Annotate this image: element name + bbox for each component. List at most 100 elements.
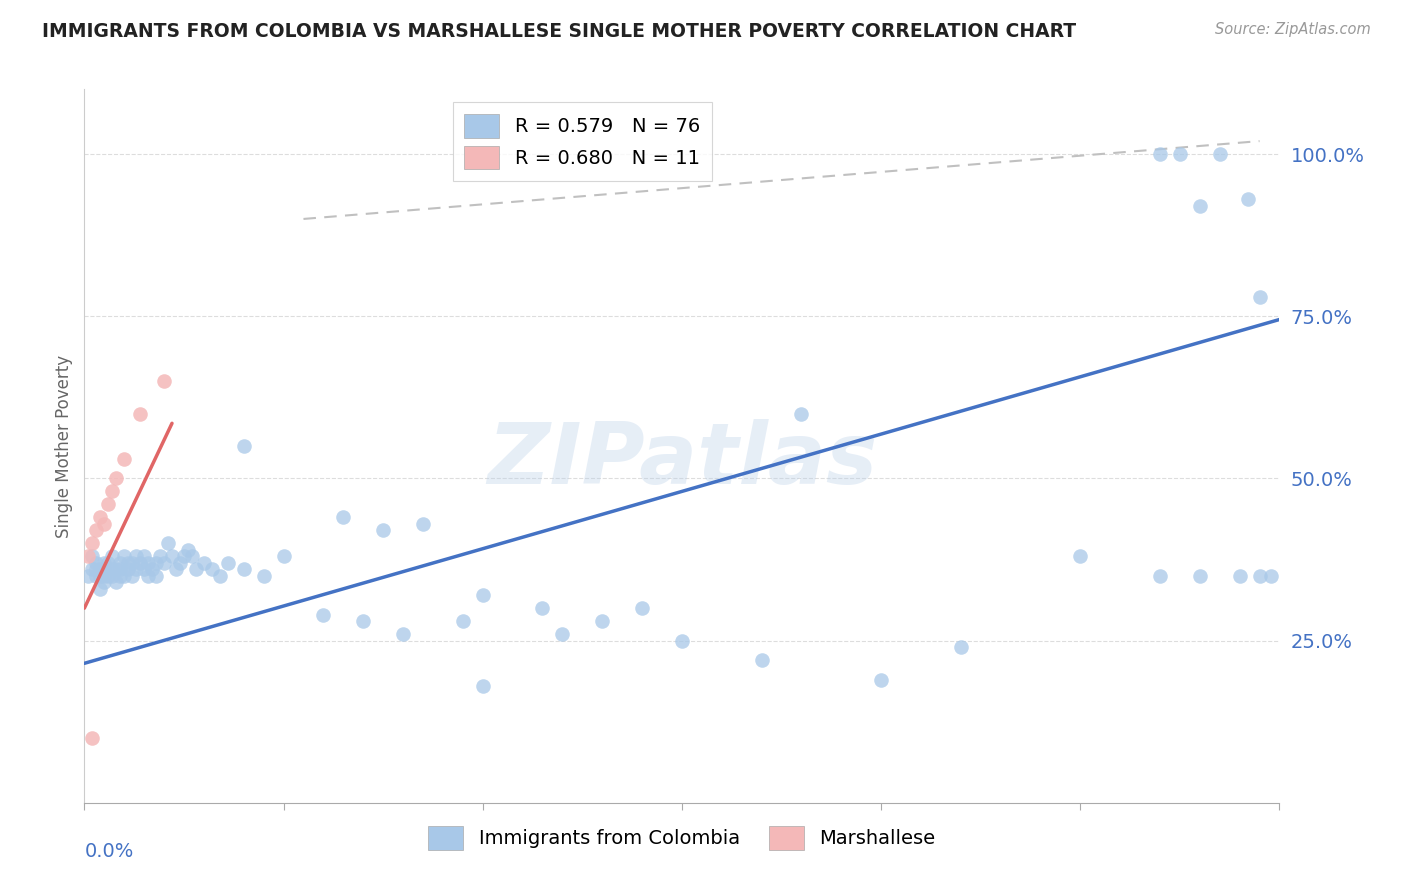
Point bbox=[93, 562, 115, 576]
Point bbox=[1168, 147, 1191, 161]
Point bbox=[232, 439, 254, 453]
Point bbox=[232, 562, 254, 576]
Point bbox=[132, 562, 156, 576]
Point bbox=[1188, 199, 1211, 213]
Point bbox=[949, 640, 972, 654]
Point bbox=[412, 516, 434, 531]
Point bbox=[551, 627, 574, 641]
Point bbox=[177, 542, 200, 557]
Point bbox=[89, 510, 111, 524]
Point bbox=[1069, 549, 1091, 564]
Text: ZIPatlas: ZIPatlas bbox=[486, 418, 877, 502]
Point bbox=[1149, 568, 1171, 582]
Point bbox=[471, 679, 494, 693]
Point bbox=[101, 484, 124, 499]
Point bbox=[117, 562, 139, 576]
Point bbox=[1188, 568, 1211, 582]
Point bbox=[86, 556, 108, 570]
Point bbox=[112, 549, 135, 564]
Point bbox=[160, 549, 183, 564]
Point bbox=[471, 588, 494, 602]
Point bbox=[82, 549, 104, 564]
Point bbox=[101, 549, 124, 564]
Point bbox=[86, 524, 108, 538]
Point bbox=[153, 374, 176, 388]
Point bbox=[77, 568, 100, 582]
Point bbox=[101, 568, 124, 582]
Point bbox=[86, 568, 108, 582]
Point bbox=[110, 562, 132, 576]
Point bbox=[790, 407, 813, 421]
Point bbox=[157, 536, 180, 550]
Point bbox=[671, 633, 693, 648]
Point bbox=[1209, 147, 1232, 161]
Point bbox=[105, 575, 128, 590]
Point bbox=[125, 549, 148, 564]
Point bbox=[165, 562, 187, 576]
Point bbox=[184, 562, 207, 576]
Point bbox=[153, 556, 176, 570]
Y-axis label: Single Mother Poverty: Single Mother Poverty bbox=[55, 354, 73, 538]
Point bbox=[201, 562, 224, 576]
Point bbox=[89, 562, 111, 576]
Point bbox=[352, 614, 374, 628]
Point bbox=[125, 562, 148, 576]
Point bbox=[751, 653, 773, 667]
Point bbox=[332, 510, 354, 524]
Point bbox=[112, 452, 135, 467]
Point bbox=[82, 536, 104, 550]
Point bbox=[86, 562, 108, 576]
Point bbox=[193, 556, 215, 570]
Point bbox=[1249, 568, 1271, 582]
Text: Source: ZipAtlas.com: Source: ZipAtlas.com bbox=[1215, 22, 1371, 37]
Point bbox=[253, 568, 276, 582]
Point bbox=[105, 562, 128, 576]
Point bbox=[117, 556, 139, 570]
Point bbox=[173, 549, 195, 564]
Point bbox=[93, 556, 115, 570]
Point bbox=[1249, 290, 1271, 304]
Point bbox=[97, 568, 120, 582]
Point bbox=[89, 568, 111, 582]
Point bbox=[110, 568, 132, 582]
Point bbox=[531, 601, 554, 615]
Point bbox=[373, 524, 395, 538]
Point bbox=[145, 556, 167, 570]
Point bbox=[136, 556, 159, 570]
Point bbox=[145, 568, 167, 582]
Point bbox=[169, 556, 191, 570]
Point bbox=[101, 562, 124, 576]
Point bbox=[451, 614, 474, 628]
Point bbox=[149, 549, 172, 564]
Point bbox=[112, 568, 135, 582]
Point bbox=[121, 556, 143, 570]
Point bbox=[89, 582, 111, 596]
Point bbox=[93, 516, 115, 531]
Point bbox=[105, 471, 128, 485]
Point bbox=[77, 549, 100, 564]
Text: IMMIGRANTS FROM COLOMBIA VS MARSHALLESE SINGLE MOTHER POVERTY CORRELATION CHART: IMMIGRANTS FROM COLOMBIA VS MARSHALLESE … bbox=[42, 22, 1077, 41]
Point bbox=[1149, 147, 1171, 161]
Point bbox=[181, 549, 204, 564]
Point bbox=[312, 607, 335, 622]
Point bbox=[217, 556, 239, 570]
Point bbox=[121, 568, 143, 582]
Legend: Immigrants from Colombia, Marshallese: Immigrants from Colombia, Marshallese bbox=[420, 818, 943, 857]
Point bbox=[631, 601, 654, 615]
Text: 0.0%: 0.0% bbox=[84, 842, 134, 861]
Point bbox=[273, 549, 295, 564]
Point bbox=[1229, 568, 1251, 582]
Point bbox=[141, 562, 163, 576]
Point bbox=[129, 556, 152, 570]
Point bbox=[870, 673, 893, 687]
Point bbox=[93, 568, 115, 582]
Point bbox=[97, 497, 120, 511]
Point bbox=[591, 614, 613, 628]
Point bbox=[136, 568, 159, 582]
Point bbox=[97, 556, 120, 570]
Point bbox=[392, 627, 415, 641]
Point bbox=[132, 549, 156, 564]
Point bbox=[208, 568, 231, 582]
Point bbox=[1260, 568, 1282, 582]
Point bbox=[129, 407, 152, 421]
